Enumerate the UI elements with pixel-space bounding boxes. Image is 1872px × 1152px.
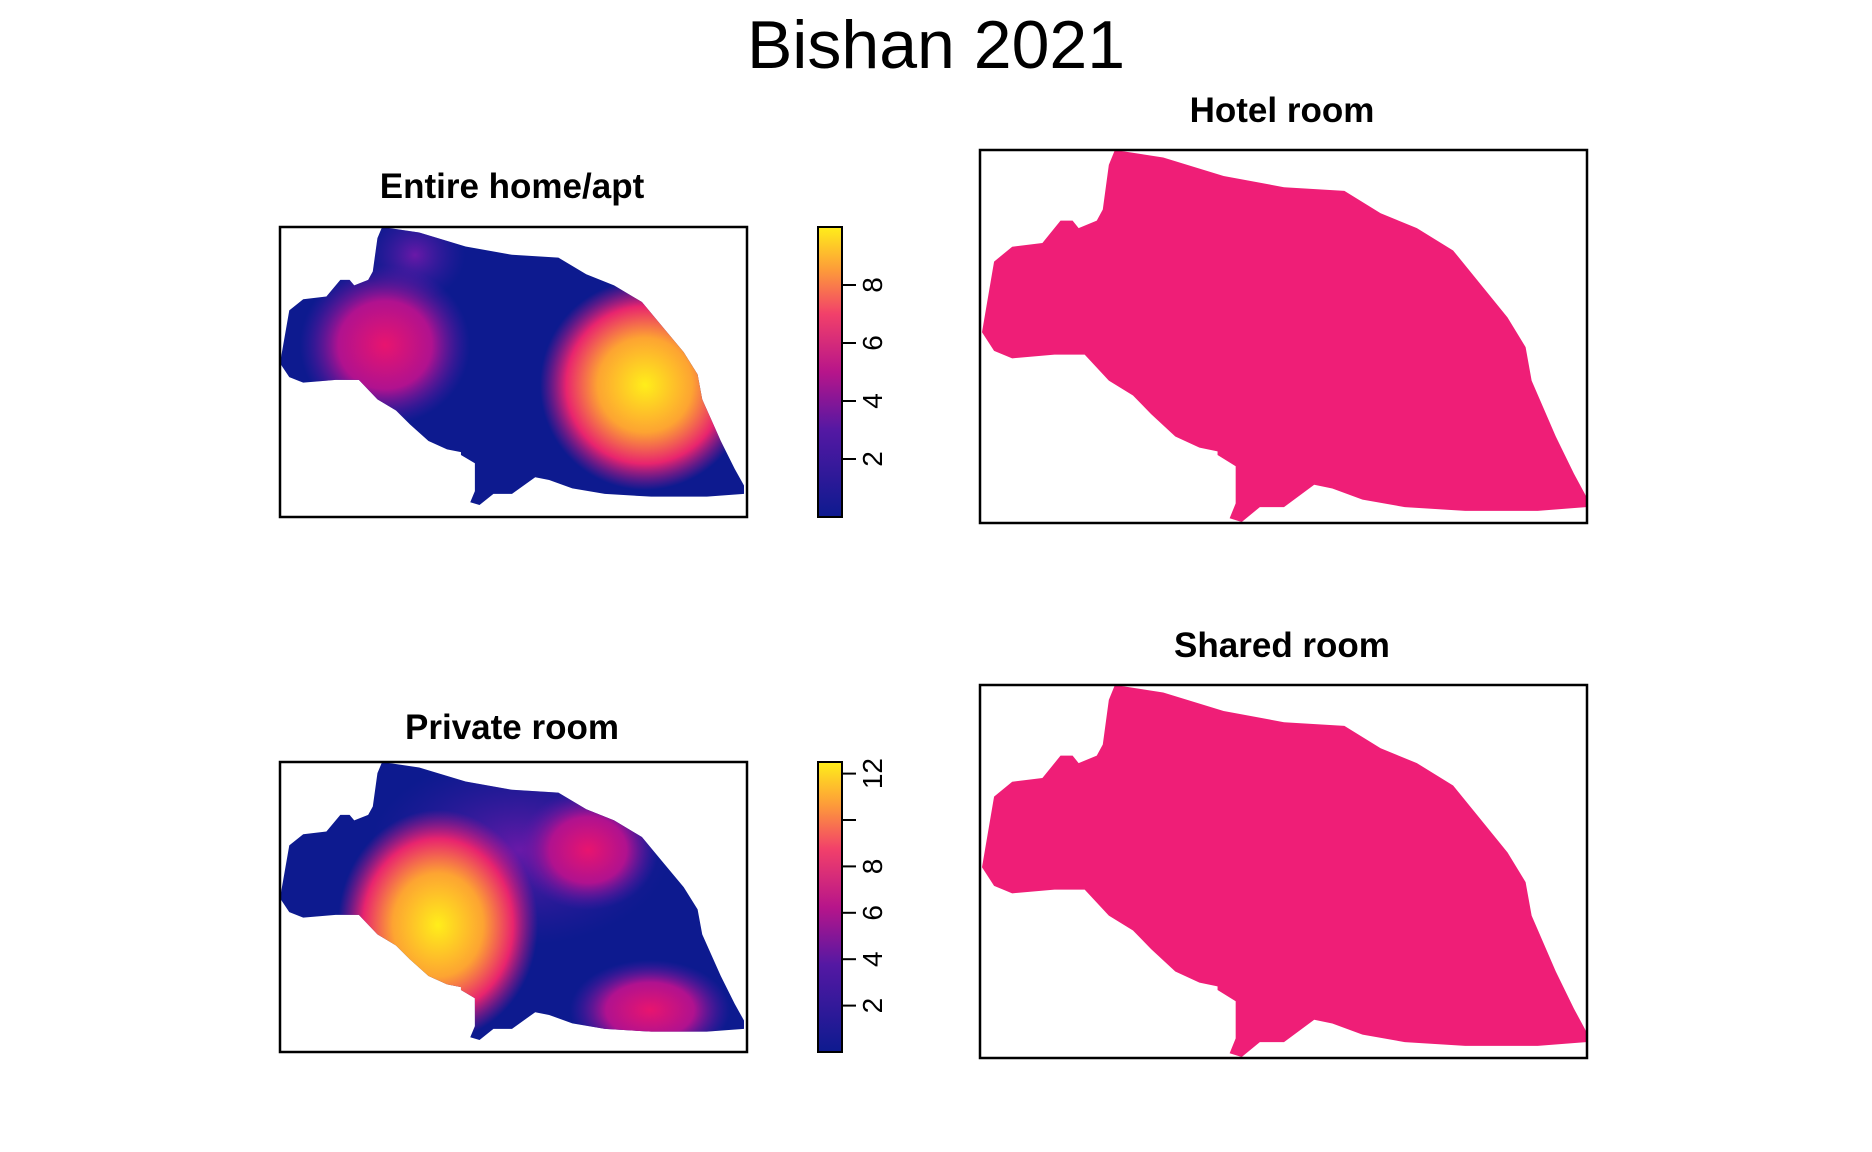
legend-private-room: 2 4 6 8 12 — [817, 758, 888, 1053]
legend-bar-private-room — [817, 761, 843, 1053]
panel-title-entire-home: Entire home/apt — [380, 167, 645, 206]
hotspot-southeast — [570, 960, 730, 1040]
legend-tick-label: 8 — [857, 859, 888, 875]
legend-tick-label: 2 — [857, 451, 888, 467]
figure-title: Bishan 2021 — [747, 7, 1125, 83]
panel-frame-shared-room — [978, 683, 1589, 1060]
panel-frame-private-room — [278, 760, 749, 1054]
panel-frame-entire-home — [278, 225, 749, 519]
legend-tick-label: 4 — [857, 393, 888, 409]
panel-private-room: Private room 2 4 6 8 12 — [278, 708, 888, 1054]
hotspot-east — [540, 280, 744, 490]
legend-tick-label: 12 — [857, 758, 888, 789]
region-fill-hotel-room — [982, 150, 1586, 522]
panel-title-private-room: Private room — [405, 708, 619, 747]
panel-title-hotel-room: Hotel room — [1190, 91, 1375, 130]
hotspot-west — [338, 810, 538, 1040]
legend-tick-label: 6 — [857, 905, 888, 921]
hotspot-west — [300, 265, 470, 425]
region-fill-shared-room — [982, 685, 1586, 1057]
heatmap-private-room — [280, 762, 744, 1040]
panel-hotel-room: Hotel room — [978, 91, 1589, 525]
panel-entire-home: Entire home/apt 2 4 6 8 — [278, 167, 888, 519]
legend-tick-label: 8 — [857, 277, 888, 293]
hotspot-north — [518, 790, 658, 910]
panel-title-shared-room: Shared room — [1174, 626, 1390, 665]
panel-shared-room: Shared room — [978, 626, 1589, 1060]
heatmap-entire-home — [280, 227, 744, 505]
legend-tick-label: 2 — [857, 998, 888, 1014]
legend-bar-entire-home — [817, 226, 843, 518]
legend-tick-label: 4 — [857, 951, 888, 967]
panel-frame-hotel-room — [978, 148, 1589, 525]
legend-entire-home: 2 4 6 8 — [817, 226, 888, 518]
legend-tick-label: 6 — [857, 335, 888, 351]
